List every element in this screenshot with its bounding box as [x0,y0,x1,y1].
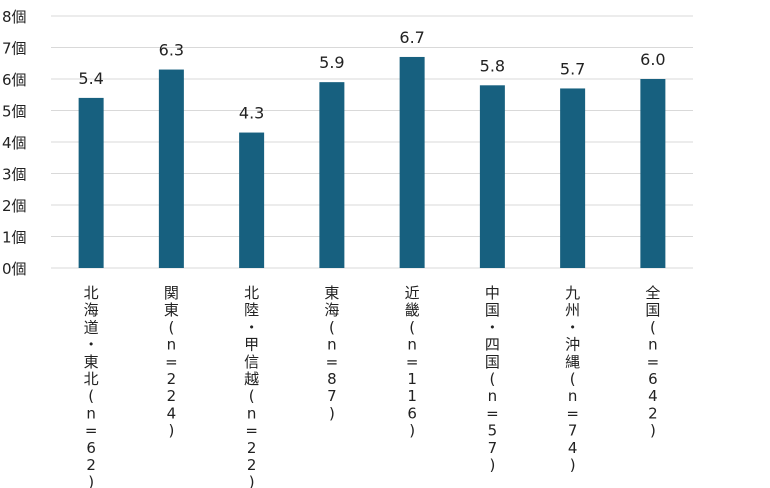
y-tick-label: 2個 [2,197,27,215]
data-label: 6.7 [399,28,424,47]
x-tick-label: 中国・四国(n = 5 7) [485,284,500,474]
svg-text:関東(n=224): 関東(n = 2 2 4) [164,284,179,440]
data-label: 5.4 [78,69,103,88]
data-labels: 5.4 6.3 4.3 5.9 6.7 5.8 5.7 6.0 [78,28,665,123]
y-tick-label: 1個 [2,229,27,247]
data-label: 5.8 [480,56,505,75]
bar [78,97,104,269]
bar [158,69,184,268]
y-axis-ticks: 0個 1個 2個 3個 4個 5個 6個 7個 8個 [2,8,27,278]
data-label: 6.3 [159,41,184,60]
svg-text:全国(n=642): 全国(n = 6 4 2) [645,284,660,440]
x-tick-label: 九州・沖縄(n = 7 4) [565,284,580,474]
y-tick-label: 5個 [2,103,27,121]
y-tick-label: 0個 [2,260,27,278]
y-tick-label: 8個 [2,8,27,26]
bar [560,88,586,268]
bar [399,56,425,269]
x-axis-labels: 北海道・東北(n = 6 2) 関東(n = 2 2 4) 北陸・甲信越(n = 2 2) 東海(n = 8 7… [84,284,661,488]
bar [640,79,666,268]
x-tick-label: 北海道・東北(n = 6 2) [84,284,99,488]
x-tick-label: 東海(n = 8 7) [324,284,339,422]
svg-text:中国・四国(n=57): 中国・四国(n = 5 7) [485,284,500,474]
svg-text:近畿(n=116): 近畿(n = 1 1 6) [405,284,420,440]
y-tick-label: 6個 [2,71,27,89]
bar [239,132,265,268]
data-label: 6.0 [640,50,665,69]
svg-text:北海道・東北(n=62): 北海道・東北(n = 6 2) [84,284,99,488]
data-label: 5.7 [560,59,585,78]
bar [319,82,345,269]
y-tick-label: 4個 [2,134,27,152]
x-tick-label: 関東(n = 2 2 4) [164,284,179,440]
y-tick-label: 7個 [2,40,27,58]
svg-text:九州・沖縄(n=74): 九州・沖縄(n = 7 4) [565,284,580,474]
bar [479,85,505,268]
data-label: 4.3 [239,104,264,123]
bars [78,56,666,269]
x-tick-label: 近畿(n = 1 1 6) [405,284,420,440]
gridlines [51,15,693,269]
data-label: 5.9 [319,53,344,72]
svg-text:北陸・甲信越(n=22): 北陸・甲信越(n = 2 2) [244,284,259,488]
y-tick-label: 3個 [2,166,27,184]
svg-text:東海(n=87): 東海(n = 8 7) [324,284,339,422]
x-tick-label: 全国(n = 6 4 2) [645,284,660,440]
x-tick-label: 北陸・甲信越(n = 2 2) [244,284,259,488]
